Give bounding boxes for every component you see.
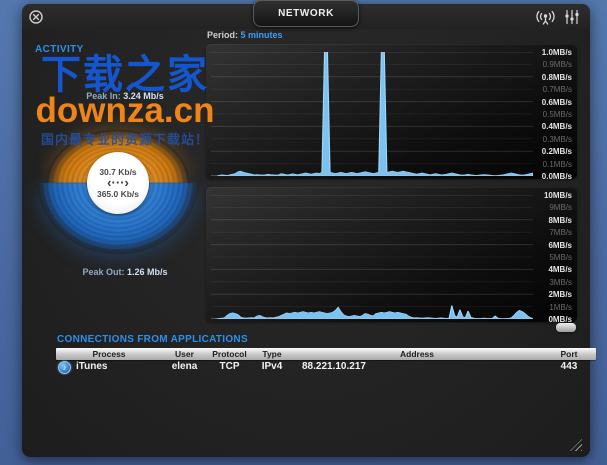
- current-out-rate: 365.0 Kb/s: [96, 189, 140, 199]
- sliders-icon[interactable]: [564, 9, 580, 25]
- table-row[interactable]: ♪ iTunes elena TCP IPv4 88.221.10.217 443: [56, 360, 596, 374]
- incoming-ylabels: 1.0MB/s 0.9MB/s 0.8MB/s 0.7MB/s 0.6MB/s 0.5MB…: [534, 48, 572, 179]
- cell-port: 443: [560, 361, 578, 372]
- gauge-hub: 30.7 Kb/s ‹···› 365.0 Kb/s: [87, 152, 149, 214]
- cell-protocol: TCP: [219, 361, 240, 372]
- column-header-user[interactable]: User: [175, 349, 194, 359]
- incoming-traffic-waveform: [211, 52, 533, 176]
- ytick-label: 0.2MB/s: [541, 147, 572, 157]
- tab-network[interactable]: NETWORK: [253, 0, 359, 27]
- peak-in-label: Peak In:: [86, 91, 121, 101]
- outgoing-plot-area: [211, 195, 533, 319]
- ytick-label: 10MB/s: [543, 191, 572, 200]
- traffic-gauge: 30.7 Kb/s ‹···› 365.0 Kb/s: [22, 30, 228, 450]
- period-label: Period:: [207, 30, 239, 40]
- activity-panel: ACTIVITY Peak In: 3.24 Mb/s 30.7 Kb/s ‹·…: [22, 30, 228, 450]
- ytick-label: 0.1MB/s: [542, 159, 572, 169]
- period-setting: Period: 5 minutes: [207, 30, 283, 40]
- ytick-label: 4MB/s: [548, 265, 572, 275]
- titlebar: NETWORK: [22, 0, 590, 29]
- ytick-label: 6MB/s: [548, 240, 572, 250]
- network-monitor-window: NETWORK: [22, 0, 596, 457]
- ytick-label: 0.8MB/s: [541, 72, 572, 82]
- ytick-label: 5MB/s: [549, 253, 572, 262]
- titlebar-icons: [536, 9, 580, 25]
- ytick-label: 0MB/s: [548, 315, 572, 322]
- current-in-rate: 30.7 Kb/s: [99, 167, 137, 177]
- ytick-label: 0.5MB/s: [542, 110, 572, 119]
- connections-section-title: CONNECTIONS FROM APPLICATIONS: [57, 334, 248, 345]
- incoming-traffic-chart: 1.0MB/s 0.9MB/s 0.8MB/s 0.7MB/s 0.6MB/s 0.5MB…: [206, 44, 577, 179]
- outgoing-traffic-waveform: [211, 305, 533, 319]
- ytick-label: 9MB/s: [549, 203, 572, 213]
- ytick-label: 7MB/s: [549, 228, 572, 238]
- outgoing-ylabels: 10MB/s 9MB/s 8MB/s 7MB/s 6MB/s 5MB/s 4MB/s 3MB/…: [534, 191, 572, 322]
- transfer-arrows-icon: ‹···›: [107, 175, 129, 190]
- ytick-label: 0.0MB/s: [541, 172, 572, 179]
- column-header-type[interactable]: Type: [262, 349, 282, 359]
- outgoing-traffic-chart: 10MB/s 9MB/s 8MB/s 7MB/s 6MB/s 5MB/s 4MB/s 3MB/…: [206, 187, 577, 322]
- column-header-process[interactable]: Process: [92, 349, 126, 359]
- ytick-label: 2MB/s: [548, 290, 572, 300]
- column-header-port[interactable]: Port: [560, 349, 578, 359]
- incoming-plot-area: [211, 52, 533, 176]
- process-name: iTunes: [76, 361, 108, 372]
- column-header-address[interactable]: Address: [399, 349, 434, 359]
- cell-type: IPv4: [261, 361, 283, 372]
- ytick-label: 0.7MB/s: [542, 85, 572, 95]
- peak-out-value: 1.26 Mb/s: [127, 267, 168, 277]
- ytick-label: 3MB/s: [549, 277, 572, 287]
- ytick-label: 1MB/s: [549, 302, 572, 312]
- peak-out-readout: Peak Out: 1.26 Mb/s: [22, 267, 228, 277]
- ytick-label: 8MB/s: [548, 215, 572, 225]
- cell-user: elena: [171, 361, 198, 372]
- peak-in-readout: Peak In: 3.24 Mb/s: [22, 91, 228, 101]
- ytick-label: 0.4MB/s: [541, 122, 572, 132]
- peak-in-value: 3.24 Mb/s: [123, 91, 164, 101]
- activity-section-label: ACTIVITY: [35, 44, 84, 55]
- table-rows: ♪ iTunes elena TCP IPv4 88.221.10.217 443: [56, 360, 596, 374]
- column-header-protocol[interactable]: Protocol: [212, 349, 247, 359]
- table-header: Process User Protocol Type Address Port: [56, 348, 596, 360]
- ytick-label: 0.6MB/s: [541, 97, 572, 107]
- ytick-label: 0.9MB/s: [542, 60, 572, 70]
- resize-grip[interactable]: [570, 439, 582, 451]
- scrollbar-thumb[interactable]: [556, 323, 576, 332]
- period-value[interactable]: 5 minutes: [240, 30, 283, 40]
- ytick-label: 0.3MB/s: [542, 134, 572, 144]
- close-button[interactable]: [29, 10, 43, 24]
- peak-out-label: Peak Out:: [82, 267, 125, 277]
- cell-address: 88.221.10.217: [302, 361, 366, 372]
- broadcast-icon[interactable]: [536, 9, 555, 25]
- itunes-app-icon: ♪: [58, 360, 71, 374]
- ytick-label: 1.0MB/s: [541, 48, 572, 57]
